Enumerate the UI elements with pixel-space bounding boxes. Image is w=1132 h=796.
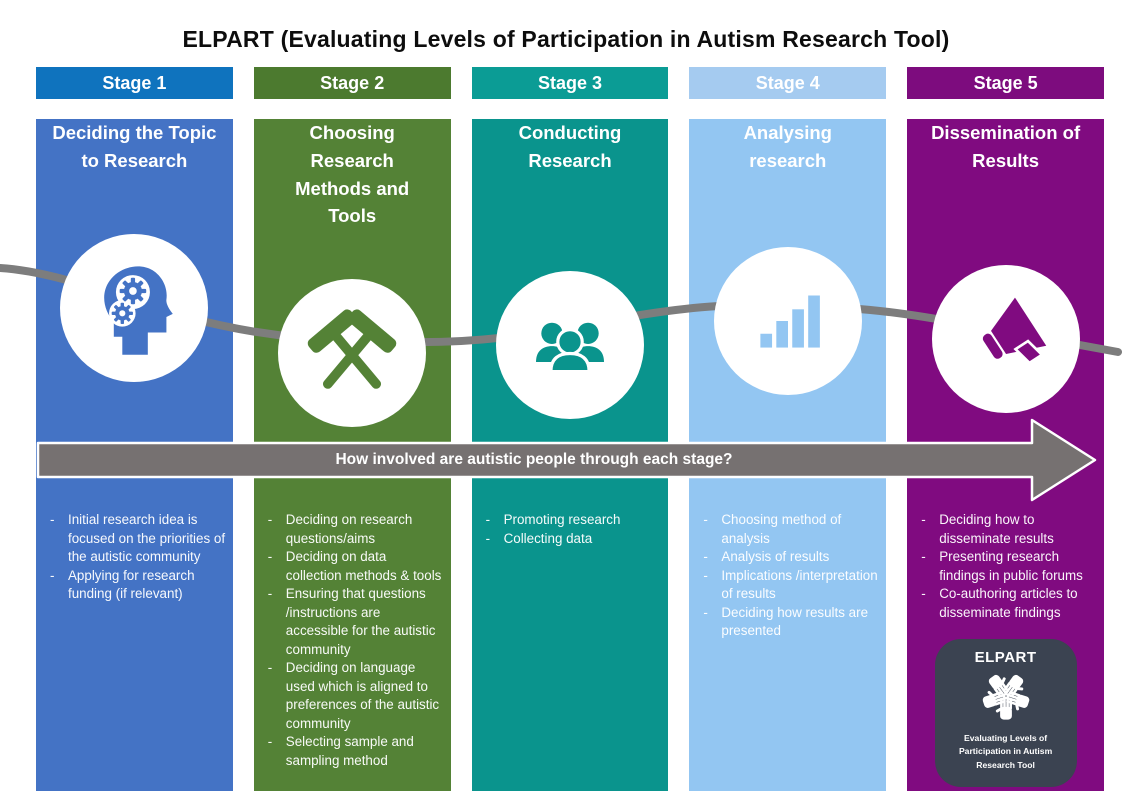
bullet-item: Collecting data (485, 530, 664, 549)
stage-5-bullets: Deciding how to disseminate resultsPrese… (920, 511, 1099, 622)
elpart-logo-title: ELPART (974, 649, 1037, 666)
bullet-item: Deciding on research questions/aims (267, 511, 446, 548)
crossed-hammers-icon (278, 279, 427, 427)
five-hands-icon (975, 666, 1037, 732)
stage-4-bullets: Choosing method of analysisAnalysis of r… (702, 511, 881, 641)
stage-5-column: Stage 5 Dissemination of Results Decidin… (907, 67, 1104, 791)
stage-2-header: Stage 2 (253, 67, 451, 99)
stage-3-title: Conducting Research (518, 122, 622, 171)
bullet-item: Selecting sample and sampling method (267, 733, 446, 770)
bullet-item: Promoting research (485, 511, 664, 530)
stage-2-column: Stage 2 Choosing Research Methods and To… (253, 67, 451, 791)
stage-3-bullets: Promoting researchCollecting data (485, 511, 664, 548)
stage-1-header: Stage 1 (36, 67, 233, 99)
head-gears-icon (60, 234, 209, 382)
page-title: ELPART (Evaluating Levels of Participati… (182, 26, 950, 52)
stage-3-column: Stage 3 Conducting Research (471, 67, 669, 791)
bullet-item: Co-authoring articles to disseminate fin… (920, 585, 1099, 622)
bullet-item: Deciding how results are presented (702, 604, 881, 641)
bullet-item: Analysis of results (702, 548, 881, 567)
bullet-item: Ensuring that questions /instructions ar… (267, 585, 446, 659)
bullet-item: Implications /interpretation of results (702, 567, 881, 604)
elpart-logo: ELPART (934, 639, 1077, 787)
stage-4-title: Analysing research (743, 122, 832, 171)
stage-4-header: Stage 4 (689, 67, 887, 99)
bullet-item: Applying for research funding (if releva… (49, 567, 228, 604)
stage-1-column: Stage 1 Deciding the Topic to Research (36, 67, 233, 791)
bullet-item: Deciding how to disseminate results (920, 511, 1099, 548)
stage-5-title: Dissemination of Results (931, 122, 1081, 171)
bar-chart-icon (713, 247, 862, 395)
bullet-item: Presenting research findings in public f… (920, 548, 1099, 585)
stage-3-label: Stage 3 (537, 72, 602, 93)
stage-1-label: Stage 1 (102, 72, 167, 93)
involvement-arrow-label: How involved are autistic people through… (335, 451, 733, 468)
stage-2-label: Stage 2 (320, 72, 385, 93)
bullet-item: Deciding on language used which is align… (267, 659, 446, 733)
stage-5-label: Stage 5 (973, 72, 1038, 93)
stage-2-title: Choosing Research Methods and Tools (295, 122, 410, 227)
stage-1-title: Deciding the Topic to Research (52, 122, 217, 171)
bullet-item: Deciding on data collection methods & to… (267, 548, 446, 585)
stage-3-header: Stage 3 (471, 67, 669, 99)
stage-4-column: Stage 4 Analysing research Choosing meth… (689, 67, 887, 791)
elpart-logo-caption: Evaluating Levels of Participation in Au… (958, 733, 1053, 770)
megaphone-icon (931, 265, 1080, 413)
people-group-icon (495, 271, 644, 419)
stage-1-bullets: Initial research idea is focused on the … (49, 511, 228, 604)
bullet-item: Initial research idea is focused on the … (49, 511, 228, 567)
bullet-item: Choosing method of analysis (702, 511, 881, 548)
stage-columns: Stage 1 Deciding the Topic to Research (36, 67, 1104, 791)
stage-2-bullets: Deciding on research questions/aimsDecid… (267, 511, 446, 770)
stage-4-label: Stage 4 (755, 72, 820, 93)
stage-5-header: Stage 5 (907, 67, 1104, 99)
